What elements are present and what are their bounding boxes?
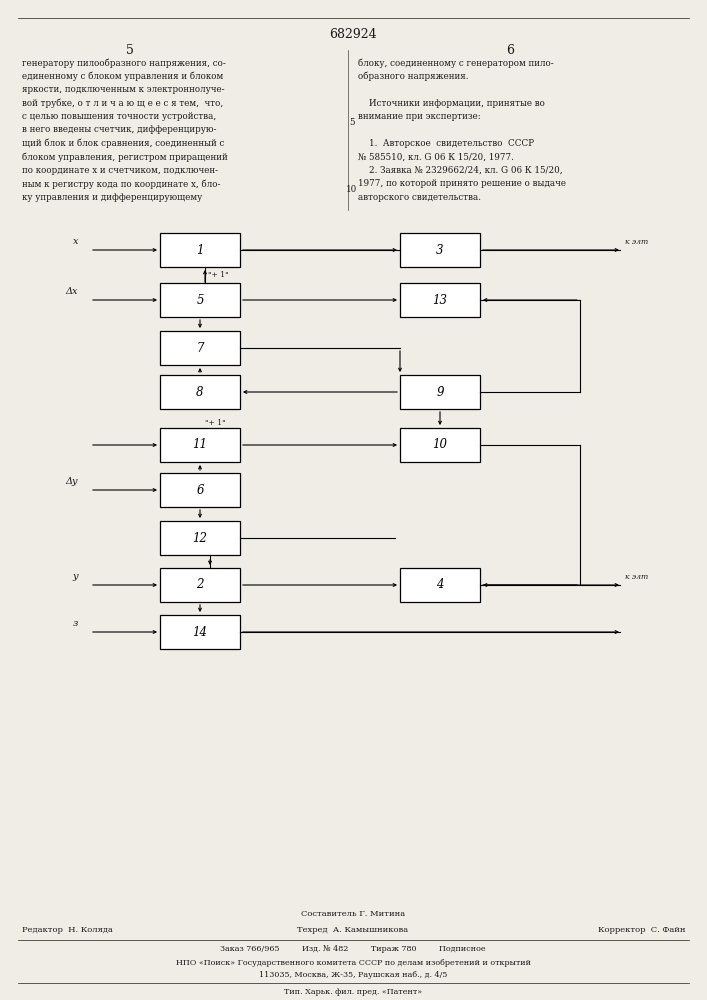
Text: ным к регистру кода по координате x, бло-: ным к регистру кода по координате x, бло…: [22, 180, 221, 189]
Bar: [160, 521, 240, 555]
Bar: [400, 568, 480, 602]
Text: 682924: 682924: [329, 28, 377, 41]
Text: 11: 11: [192, 438, 207, 452]
Text: 12: 12: [192, 532, 207, 544]
Text: № 585510, кл. G 06 К 15/20, 1977.: № 585510, кл. G 06 К 15/20, 1977.: [358, 152, 514, 161]
Text: яркости, подключенным к электроннолуче-: яркости, подключенным к электроннолуче-: [22, 85, 225, 94]
Text: 14: 14: [192, 626, 207, 639]
Text: вой трубке, о т л и ч а ю щ е е с я тем,  что,: вой трубке, о т л и ч а ю щ е е с я тем,…: [22, 99, 223, 108]
Bar: [160, 568, 240, 602]
Text: 5: 5: [197, 294, 204, 306]
Bar: [400, 283, 480, 317]
Bar: [400, 375, 480, 409]
Text: Корректор  С. Файн: Корректор С. Файн: [597, 926, 685, 934]
Bar: [400, 233, 480, 267]
Text: "+ 1": "+ 1": [205, 419, 226, 427]
Text: 4: 4: [436, 578, 444, 591]
Text: НПО «Поиск» Государственного комитета СССР по делам изобретений и открытий: НПО «Поиск» Государственного комитета СС…: [175, 959, 530, 967]
Text: Составитель Г. Митина: Составитель Г. Митина: [301, 910, 405, 918]
Text: 113035, Москва, Ж-35, Раушская наб., д. 4/5: 113035, Москва, Ж-35, Раушская наб., д. …: [259, 971, 448, 979]
Bar: [160, 375, 240, 409]
Text: генератору пилообразного напряжения, со-: генератору пилообразного напряжения, со-: [22, 58, 226, 68]
Bar: [160, 473, 240, 507]
Text: з: з: [73, 619, 78, 628]
Text: 5: 5: [126, 44, 134, 57]
Text: Тип. Харьк. фил. пред. «Патент»: Тип. Харьк. фил. пред. «Патент»: [284, 988, 422, 996]
Text: 2. Заявка № 2329662/24, кл. G 06 К 15/20,: 2. Заявка № 2329662/24, кл. G 06 К 15/20…: [358, 166, 563, 175]
Text: 1.  Авторское  свидетельство  СССР: 1. Авторское свидетельство СССР: [358, 139, 534, 148]
Text: Заказ 766/965         Изд. № 482         Тираж 780         Подписное: Заказ 766/965 Изд. № 482 Тираж 780 Подпи…: [220, 945, 486, 953]
Text: Техред  А. Камышникова: Техред А. Камышникова: [298, 926, 409, 934]
Text: единенному с блоком управления и блоком: единенному с блоком управления и блоком: [22, 72, 223, 81]
Text: Источники информации, принятые во: Источники информации, принятые во: [358, 99, 545, 107]
Text: 7: 7: [197, 342, 204, 355]
Text: образного напряжения.: образного напряжения.: [358, 72, 469, 81]
Text: 9: 9: [436, 385, 444, 398]
Text: к элт: к элт: [625, 573, 648, 581]
Text: 10: 10: [433, 438, 448, 452]
Text: щий блок и блок сравнения, соединенный с: щий блок и блок сравнения, соединенный с: [22, 139, 224, 148]
Bar: [160, 331, 240, 365]
Bar: [160, 233, 240, 267]
Text: ку управления и дифференцирующему: ку управления и дифференцирующему: [22, 193, 202, 202]
Text: в него введены счетчик, дифференцирую-: в него введены счетчик, дифференцирую-: [22, 125, 216, 134]
Text: к элт: к элт: [625, 238, 648, 246]
Text: y: y: [73, 572, 78, 581]
Text: 5: 5: [349, 118, 355, 127]
Text: по координате x и счетчиком, подключен-: по координате x и счетчиком, подключен-: [22, 166, 218, 175]
Text: "+ 1": "+ 1": [208, 271, 228, 279]
Bar: [160, 428, 240, 462]
Text: Редактор  Н. Коляда: Редактор Н. Коляда: [22, 926, 113, 934]
Text: Δy: Δy: [66, 477, 78, 486]
Text: с целью повышения точности устройства,: с целью повышения точности устройства,: [22, 112, 216, 121]
Text: 10: 10: [346, 186, 358, 194]
Text: Δx: Δx: [66, 287, 78, 296]
Text: 3: 3: [436, 243, 444, 256]
Bar: [400, 428, 480, 462]
Text: блоку, соединенному с генератором пило-: блоку, соединенному с генератором пило-: [358, 58, 554, 68]
Text: 13: 13: [433, 294, 448, 306]
Text: авторского свидетельства.: авторского свидетельства.: [358, 193, 481, 202]
Text: 6: 6: [197, 484, 204, 496]
Text: x: x: [73, 237, 78, 246]
Text: 1: 1: [197, 243, 204, 256]
Text: 8: 8: [197, 385, 204, 398]
Text: 6: 6: [506, 44, 514, 57]
Text: внимание при экспертизе:: внимание при экспертизе:: [358, 112, 481, 121]
Text: блоком управления, регистром приращений: блоком управления, регистром приращений: [22, 152, 228, 162]
Text: 1977, по которой принято решение о выдаче: 1977, по которой принято решение о выдач…: [358, 180, 566, 188]
Bar: [160, 615, 240, 649]
Text: 2: 2: [197, 578, 204, 591]
Bar: [160, 283, 240, 317]
